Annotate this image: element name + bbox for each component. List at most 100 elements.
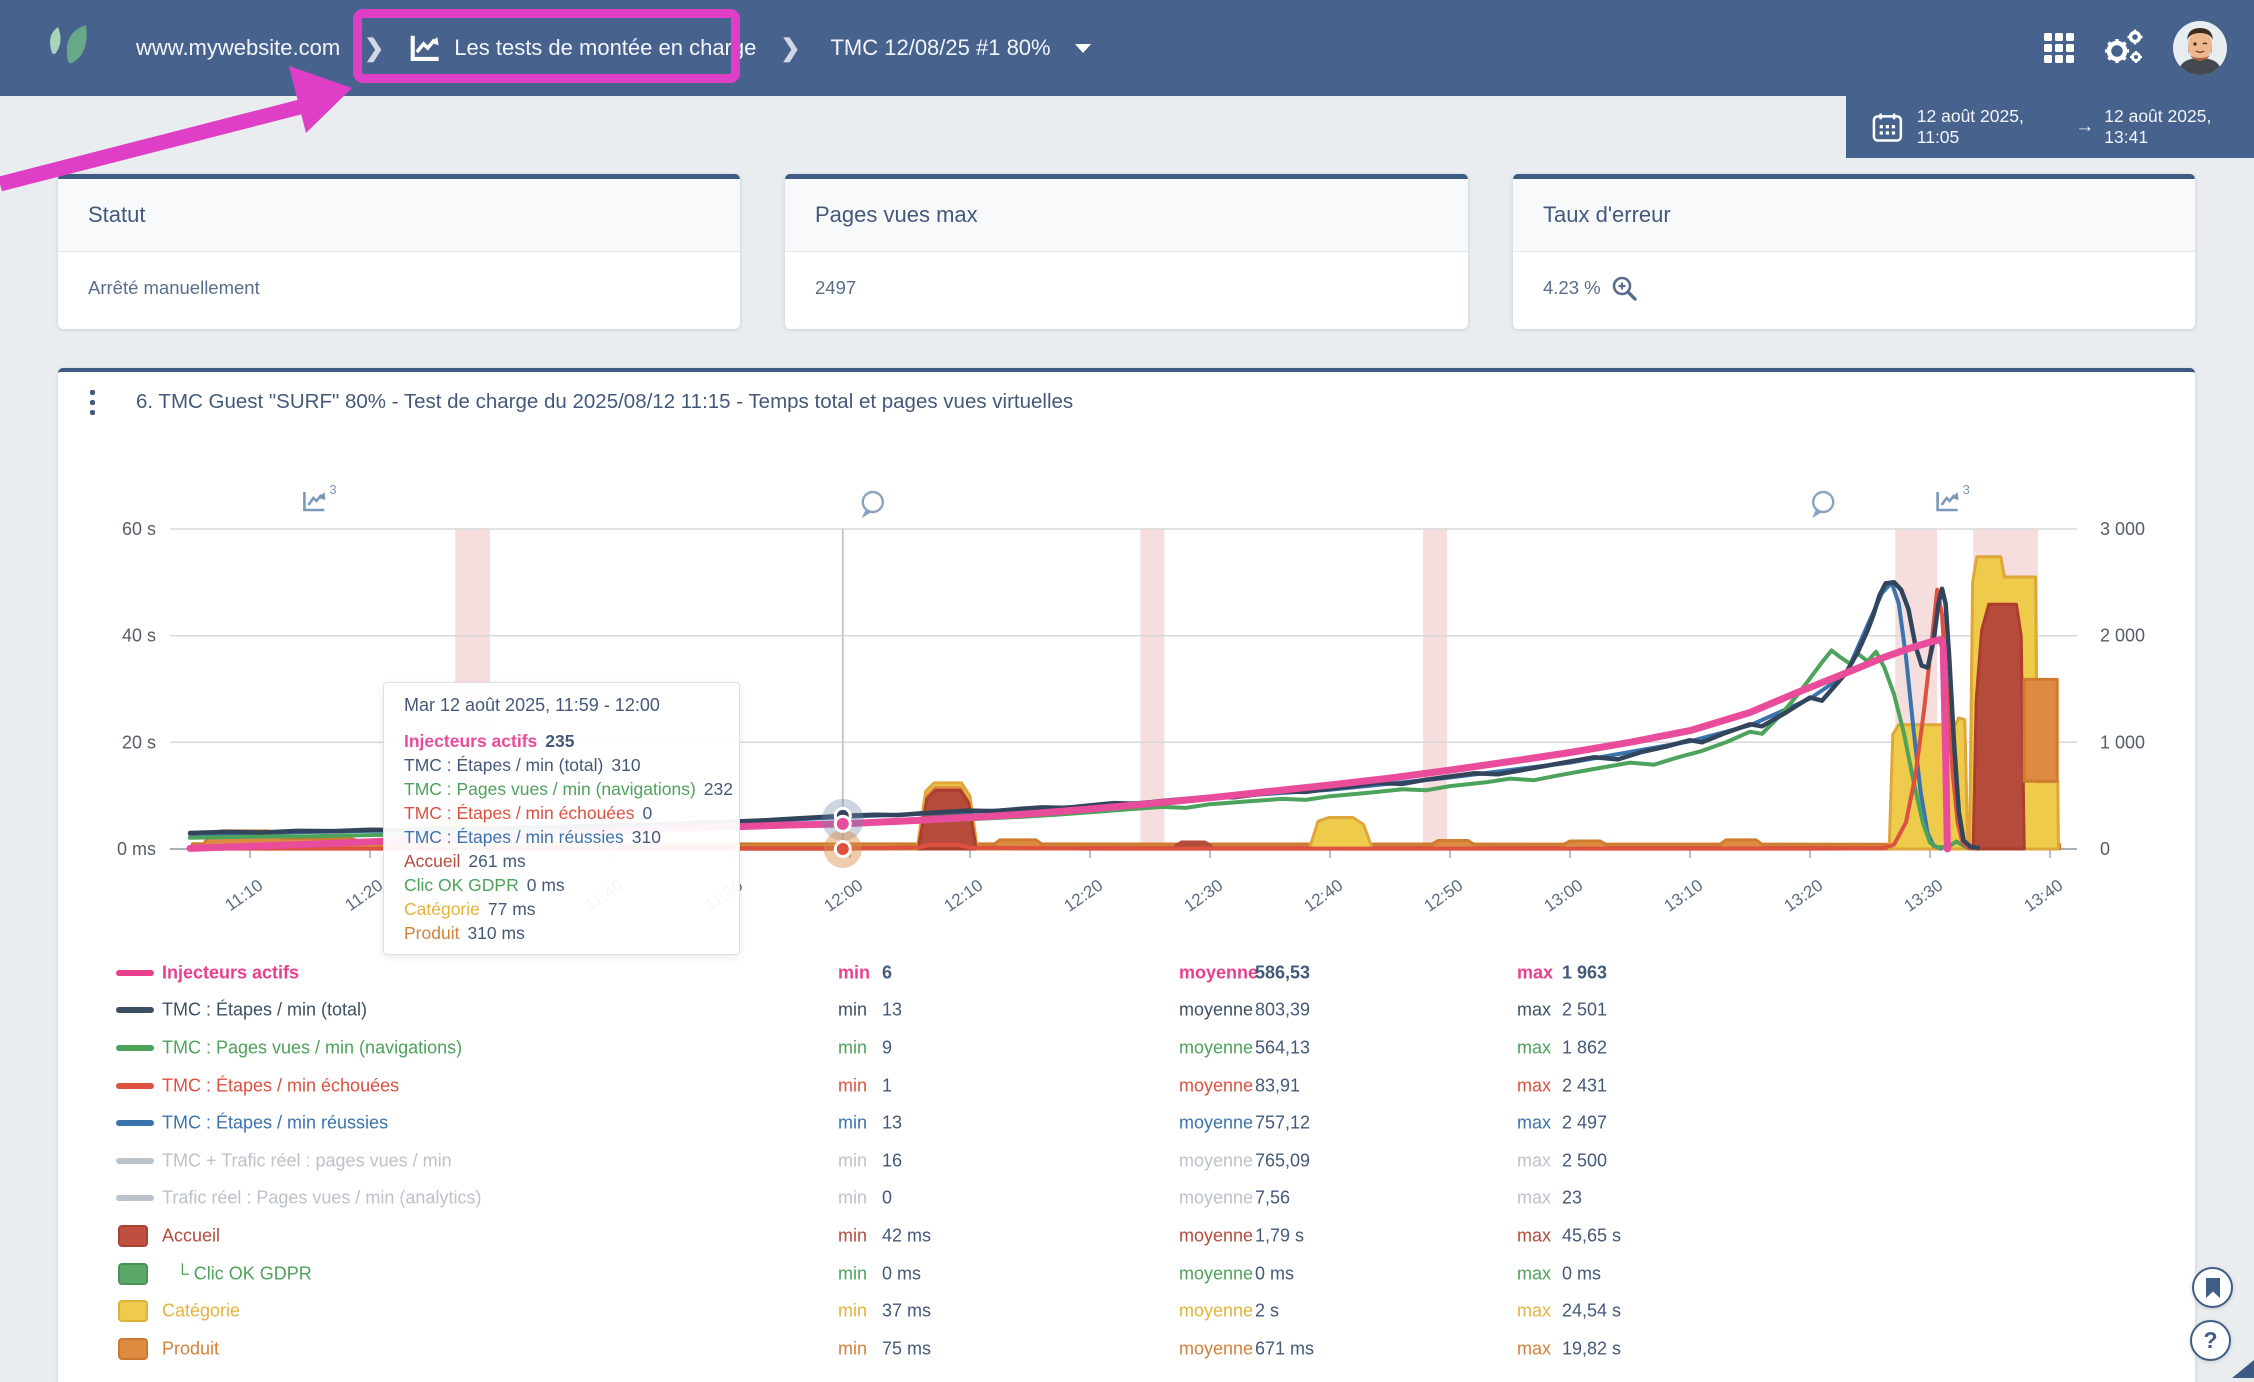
apps-grid-icon[interactable] xyxy=(2042,31,2076,65)
svg-text:12:30: 12:30 xyxy=(1181,876,1227,916)
svg-text:13:10: 13:10 xyxy=(1661,876,1707,916)
stat-avg-label: moyenne xyxy=(1179,1150,1254,1171)
legend-row[interactable]: Accueil min 42 ms moyenne 1,79 s max 45,… xyxy=(58,1217,2195,1255)
settings-gears-icon[interactable] xyxy=(2102,27,2146,69)
stat-max-label: max xyxy=(1517,1187,1552,1208)
load-test-chart[interactable]: 11:1011:2011:3011:4011:5012:0012:1012:20… xyxy=(58,434,2195,946)
svg-text:20 s: 20 s xyxy=(122,732,156,752)
stat-min-value: 13 xyxy=(882,999,903,1020)
svg-text:40 s: 40 s xyxy=(122,626,156,646)
stat-min-label: min xyxy=(838,1338,868,1359)
legend-row[interactable]: Injecteurs actifs min 6 moyenne 586,53 m… xyxy=(58,954,2195,992)
stat-max-label: max xyxy=(1517,1300,1552,1321)
legend-row[interactable]: Trafic réel : Pages vues / min (analytic… xyxy=(58,1180,2195,1218)
chart-panel: 6. TMC Guest "SURF" 80% - Test de charge… xyxy=(58,368,2195,1382)
stat-avg-value: 83,91 xyxy=(1255,1075,1301,1096)
stat-avg-value: 0 ms xyxy=(1255,1263,1295,1284)
stat-max-label: max xyxy=(1517,1150,1552,1171)
stat-min-value: 16 xyxy=(882,1150,903,1171)
stat-min-label: min xyxy=(838,1112,868,1133)
stat-min-value: 6 xyxy=(882,962,893,983)
chart-tooltip: Mar 12 août 2025, 11:59 - 12:00 Injecteu… xyxy=(383,682,740,955)
calendar-icon xyxy=(1872,113,1903,142)
stat-min-value: 13 xyxy=(882,1112,903,1133)
arrow-right-icon: → xyxy=(2075,116,2095,137)
legend-row[interactable]: └ Clic OK GDPR min 0 ms moyenne 0 ms max… xyxy=(58,1255,2195,1293)
svg-text:12:10: 12:10 xyxy=(941,876,987,916)
card-pages-vues-value: 2497 xyxy=(815,277,857,298)
zoom-in-icon[interactable] xyxy=(1611,275,1637,301)
series-line xyxy=(188,587,1980,851)
stat-max-value: 2 497 xyxy=(1562,1112,1608,1133)
svg-text:11:20: 11:20 xyxy=(342,876,387,915)
stat-min-value: 37 ms xyxy=(882,1300,932,1321)
breadcrumb-test-run[interactable]: TMC 12/08/25 #1 80% xyxy=(830,35,1051,60)
stat-min-label: min xyxy=(838,1300,868,1321)
svg-text:0 ms: 0 ms xyxy=(117,839,156,859)
legend-row[interactable]: TMC : Étapes / min échouées min 1 moyenn… xyxy=(58,1067,2195,1105)
legend-swatch-line xyxy=(116,1082,154,1089)
card-taux-erreur-title: Taux d'erreur xyxy=(1513,179,2195,252)
breadcrumb-site[interactable]: www.mywebsite.com xyxy=(136,35,341,60)
stat-avg-value: 765,09 xyxy=(1255,1150,1311,1171)
legend-series-label: └ Clic OK GDPR xyxy=(176,1263,312,1284)
stat-max-label: max xyxy=(1517,962,1554,983)
crosshair-dot xyxy=(833,814,852,833)
chart-annotation-icon: 3 xyxy=(1936,482,1970,512)
legend-swatch-line xyxy=(116,1195,154,1202)
stat-avg-label: moyenne xyxy=(1179,999,1254,1020)
card-pages-vues-title: Pages vues max xyxy=(785,179,1468,252)
comment-annotation-icon xyxy=(1811,490,1835,518)
legend-row[interactable]: Catégorie min 37 ms moyenne 2 s max 24,5… xyxy=(58,1292,2195,1330)
stat-avg-label: moyenne xyxy=(1179,1300,1254,1321)
legend-row[interactable]: TMC : Étapes / min (total) min 13 moyenn… xyxy=(58,992,2195,1030)
stat-min-label: min xyxy=(838,1187,868,1208)
panel-menu-kebab-icon[interactable] xyxy=(72,389,112,415)
legend-row[interactable]: Produit min 75 ms moyenne 671 ms max 19,… xyxy=(58,1330,2195,1368)
chart-annotation-icon: 3 xyxy=(303,482,337,512)
stat-avg-value: 7,56 xyxy=(1255,1187,1291,1208)
stat-min-label: min xyxy=(838,1037,868,1058)
legend-swatch-line xyxy=(116,1044,154,1051)
legend-swatch-box xyxy=(118,1300,148,1323)
card-statut: Statut Arrêté manuellement xyxy=(58,174,740,329)
tooltip-row: Accueil 261 ms xyxy=(404,851,526,871)
legend-series-label: TMC : Étapes / min réussies xyxy=(162,1112,389,1133)
legend-series-label: TMC : Pages vues / min (navigations) xyxy=(162,1037,463,1058)
breadcrumb-load-tests[interactable]: Les tests de montée en charge xyxy=(454,35,757,60)
stat-avg-label: moyenne xyxy=(1179,1187,1254,1208)
chevron-right-icon: ❯ xyxy=(364,34,385,62)
bookmark-icon xyxy=(2205,1277,2220,1298)
chevron-down-icon[interactable] xyxy=(1074,43,1091,53)
area-categorie-bump-1240 xyxy=(1308,816,1374,851)
legend-swatch-line xyxy=(116,1120,154,1127)
area-produit-block-C xyxy=(2022,677,2059,783)
legend-row[interactable]: TMC : Étapes / min réussies min 13 moyen… xyxy=(58,1104,2195,1142)
stat-avg-label: moyenne xyxy=(1179,1037,1254,1058)
legend-row[interactable]: TMC : Pages vues / min (navigations) min… xyxy=(58,1029,2195,1067)
stat-min-value: 75 ms xyxy=(882,1338,932,1359)
stat-min-value: 9 xyxy=(882,1037,893,1058)
legend-swatch-box xyxy=(118,1262,148,1285)
stat-max-value: 1 963 xyxy=(1562,962,1608,983)
svg-text:3 000: 3 000 xyxy=(2100,519,2145,539)
stat-min-label: min xyxy=(838,1225,868,1246)
stat-avg-label: moyenne xyxy=(1179,1263,1254,1284)
svg-text:60 s: 60 s xyxy=(122,519,156,539)
date-range-bar[interactable]: 12 août 2025, 11:05 → 12 août 2025, 13:4… xyxy=(1846,96,2254,158)
crosshair-dot xyxy=(833,840,852,858)
legend-row[interactable]: TMC + Trafic réel : pages vues / min min… xyxy=(58,1142,2195,1180)
legend-swatch-line xyxy=(116,969,154,976)
tooltip-row: TMC : Étapes / min réussies 310 xyxy=(404,827,661,847)
stat-max-value: 2 431 xyxy=(1562,1075,1608,1096)
help-button[interactable]: ? xyxy=(2190,1320,2231,1361)
tooltip-row: TMC : Pages vues / min (navigations) 232 xyxy=(404,779,733,799)
chart-line-icon xyxy=(410,35,439,61)
bookmark-button[interactable] xyxy=(2192,1267,2233,1308)
svg-text:12:50: 12:50 xyxy=(1421,876,1467,916)
legend-swatch-box xyxy=(118,1337,148,1360)
user-avatar[interactable] xyxy=(2172,20,2228,76)
stat-avg-label: moyenne xyxy=(1179,1075,1254,1096)
stat-avg-value: 564,13 xyxy=(1255,1037,1311,1058)
date-range-start: 12 août 2025, 11:05 xyxy=(1916,106,2024,147)
